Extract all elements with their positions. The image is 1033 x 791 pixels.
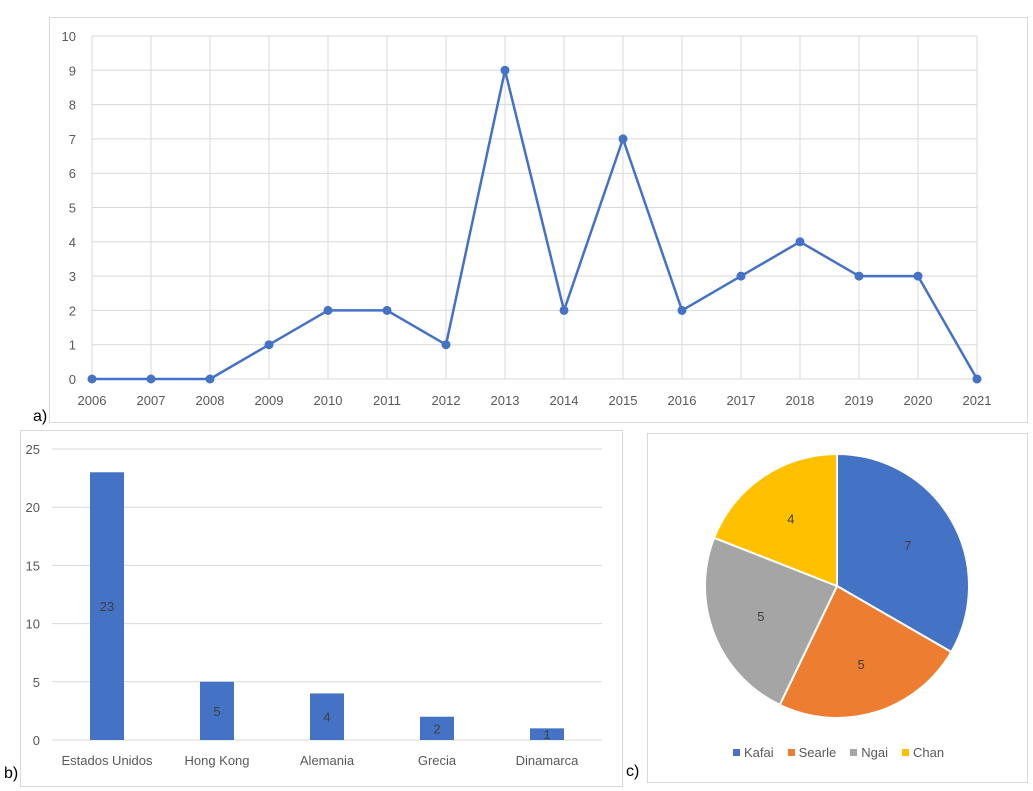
line-chart: 0 1 2 3 4 5 6 7 8 9 10 2006 2007 2008 2009 2010 2011 2012… <box>62 29 992 408</box>
x-category-label: Dinamarca <box>516 753 580 768</box>
panel-label-a: a) <box>33 408 48 425</box>
x-tick-label: 2017 <box>727 393 756 408</box>
data-point-marker <box>913 271 923 281</box>
legend-swatch-icon <box>850 749 858 756</box>
x-category-label: Alemania <box>300 753 355 768</box>
x-tick-label: 2015 <box>609 393 638 408</box>
y-tick-label: 9 <box>69 63 76 78</box>
bar <box>530 728 564 740</box>
y-tick-label: 10 <box>26 617 40 632</box>
data-point-marker <box>264 340 274 350</box>
panel-label-b: b) <box>4 765 19 782</box>
data-point-marker <box>441 340 451 350</box>
x-tick-label: 2016 <box>668 393 697 408</box>
y-tick-label: 0 <box>69 372 76 387</box>
pie-data-label: 4 <box>787 511 794 526</box>
x-tick-label: 2011 <box>373 393 401 408</box>
y-tick-label: 5 <box>33 675 40 690</box>
legend-item-searle: Searle <box>787 745 837 760</box>
y-tick-label: 8 <box>69 98 76 113</box>
data-point-marker <box>146 374 156 384</box>
data-point-marker <box>87 374 97 384</box>
pie-data-label: 5 <box>757 609 764 624</box>
x-category-label: Hong Kong <box>184 753 249 768</box>
x-tick-label: 2012 <box>432 393 461 408</box>
bar <box>200 681 234 740</box>
legend-swatch-icon <box>733 749 740 756</box>
legend-item-ngai: Ngai <box>850 745 888 760</box>
pie-slice-kafai <box>836 452 970 654</box>
pie-data-label: 5 <box>858 657 865 672</box>
data-point-marker <box>559 305 569 315</box>
data-point-marker <box>205 374 215 384</box>
y-tick-label: 6 <box>69 166 76 181</box>
data-point-marker <box>382 305 392 315</box>
pie-legend: Kafai Searle Ngai Chan <box>733 745 944 760</box>
x-tick-label: 2018 <box>786 393 815 408</box>
bar-chart: 0 5 10 15 20 25 23 Estados Unidos 5 Hong Kong 4 Ale… <box>26 442 602 768</box>
y-tick-label: 4 <box>69 235 76 250</box>
y-tick-label: 10 <box>62 29 76 44</box>
x-tick-label: 2020 <box>904 393 933 408</box>
pie-slice-chan <box>712 452 838 588</box>
y-tick-label: 3 <box>69 269 76 284</box>
legend-item-chan: Chan <box>901 745 945 760</box>
bar <box>420 716 454 740</box>
x-tick-label: 2021 <box>963 393 992 408</box>
data-point-marker <box>736 271 746 281</box>
data-point-marker <box>618 134 628 144</box>
y-tick-label: 1 <box>69 338 76 353</box>
y-tick-label: 20 <box>26 500 40 515</box>
panel-label-c: c) <box>626 763 640 780</box>
bar-data-label: 5 <box>213 704 220 719</box>
legend-label: Chan <box>912 745 945 760</box>
bar-data-label: 4 <box>323 710 330 725</box>
data-point-marker <box>972 374 982 384</box>
x-tick-label: 2010 <box>314 393 343 408</box>
pie-chart: 7 5 5 4 <box>704 452 970 719</box>
pie-data-label: 7 <box>904 538 911 553</box>
data-line <box>92 69 979 381</box>
legend-label: Ngai <box>861 745 888 760</box>
data-point-marker <box>500 65 510 75</box>
x-tick-label: 2009 <box>255 393 284 408</box>
bar-data-label: 2 <box>433 721 440 736</box>
legend-item-kafai: Kafai <box>733 745 774 760</box>
x-category-label: Grecia <box>418 753 457 768</box>
line-chart-frame <box>49 17 1028 423</box>
data-point-marker <box>677 305 687 315</box>
bar-data-label: 1 <box>543 727 550 742</box>
y-tick-label: 2 <box>69 303 76 318</box>
x-category-label: Estados Unidos <box>61 753 153 768</box>
y-tick-label: 7 <box>69 132 76 147</box>
legend-label: Searle <box>798 745 837 760</box>
y-tick-label: 25 <box>26 442 40 457</box>
bar <box>90 472 124 740</box>
legend-label: Kafai <box>744 745 774 760</box>
bar-data-label: 23 <box>100 599 114 614</box>
y-tick-label: 0 <box>33 733 40 748</box>
y-tick-label: 5 <box>69 201 76 216</box>
legend-swatch-icon <box>901 749 909 756</box>
pie-slice-searle <box>778 584 953 719</box>
x-tick-label: 2006 <box>78 393 107 408</box>
pie-slice-ngai <box>704 536 839 707</box>
legend-swatch-icon <box>787 749 795 756</box>
data-point-marker <box>854 271 864 281</box>
data-point-marker <box>795 237 805 247</box>
bar <box>310 693 344 740</box>
data-point-marker <box>323 305 333 315</box>
x-tick-label: 2014 <box>550 393 579 408</box>
x-tick-label: 2019 <box>845 393 874 408</box>
x-tick-label: 2007 <box>137 393 166 408</box>
y-tick-label: 15 <box>26 558 40 573</box>
x-tick-label: 2008 <box>196 393 225 408</box>
x-tick-label: 2013 <box>491 393 520 408</box>
